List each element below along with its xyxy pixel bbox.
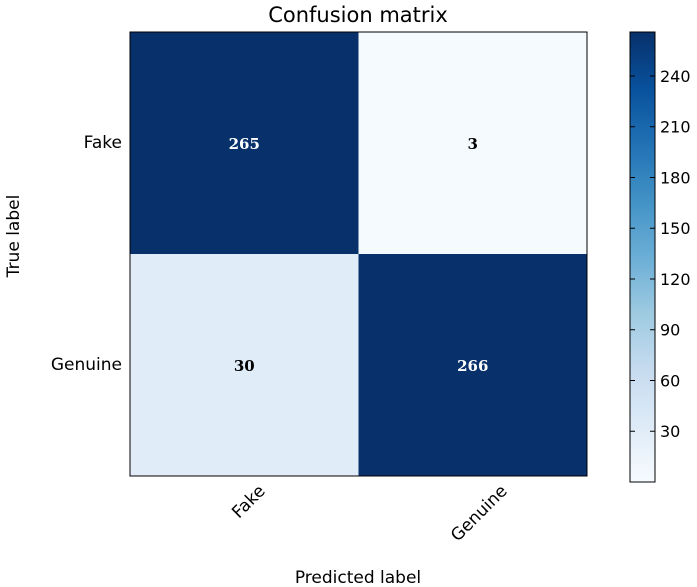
y-axis-label: True label: [4, 195, 24, 279]
colorbar-ticks: 30 60 90 120 150 180 210 240: [630, 67, 691, 441]
colorbar-tick-label: 150: [660, 219, 691, 238]
colorbar-tick-label: 120: [660, 270, 691, 289]
matrix-value-genuine-fake: 30: [234, 357, 255, 375]
matrix-cell-fake-genuine: [358, 32, 587, 254]
colorbar: [629, 31, 656, 483]
colorbar-tick-label: 210: [660, 118, 691, 137]
colorbar-tick-label: 60: [660, 371, 680, 390]
matrix-value-fake-genuine: 3: [468, 135, 478, 153]
x-axis-label: Predicted label: [295, 568, 421, 587]
colorbar-tick-label: 240: [660, 67, 691, 86]
y-tick-label-fake: Fake: [84, 133, 122, 153]
matrix-frame: [129, 31, 588, 477]
y-tick-label-genuine: Genuine: [51, 355, 122, 375]
matrix-cell-genuine-fake: [130, 254, 359, 476]
matrix-cell-fake-fake: [130, 32, 359, 254]
matrix-value-fake-fake: 265: [229, 135, 260, 153]
matrix-cell-genuine-genuine: [358, 254, 587, 476]
matrix-value-genuine-genuine: 266: [457, 357, 488, 375]
chart-title: Confusion matrix: [268, 3, 448, 27]
matrix-cells: 265 3 30 266: [130, 32, 587, 476]
colorbar-tick-label: 90: [660, 321, 680, 340]
x-tick-label-genuine: Genuine: [447, 481, 511, 545]
x-tick-label-fake: Fake: [228, 481, 269, 522]
colorbar-tick-label: 180: [660, 168, 691, 187]
colorbar-tick-label: 30: [660, 422, 680, 441]
